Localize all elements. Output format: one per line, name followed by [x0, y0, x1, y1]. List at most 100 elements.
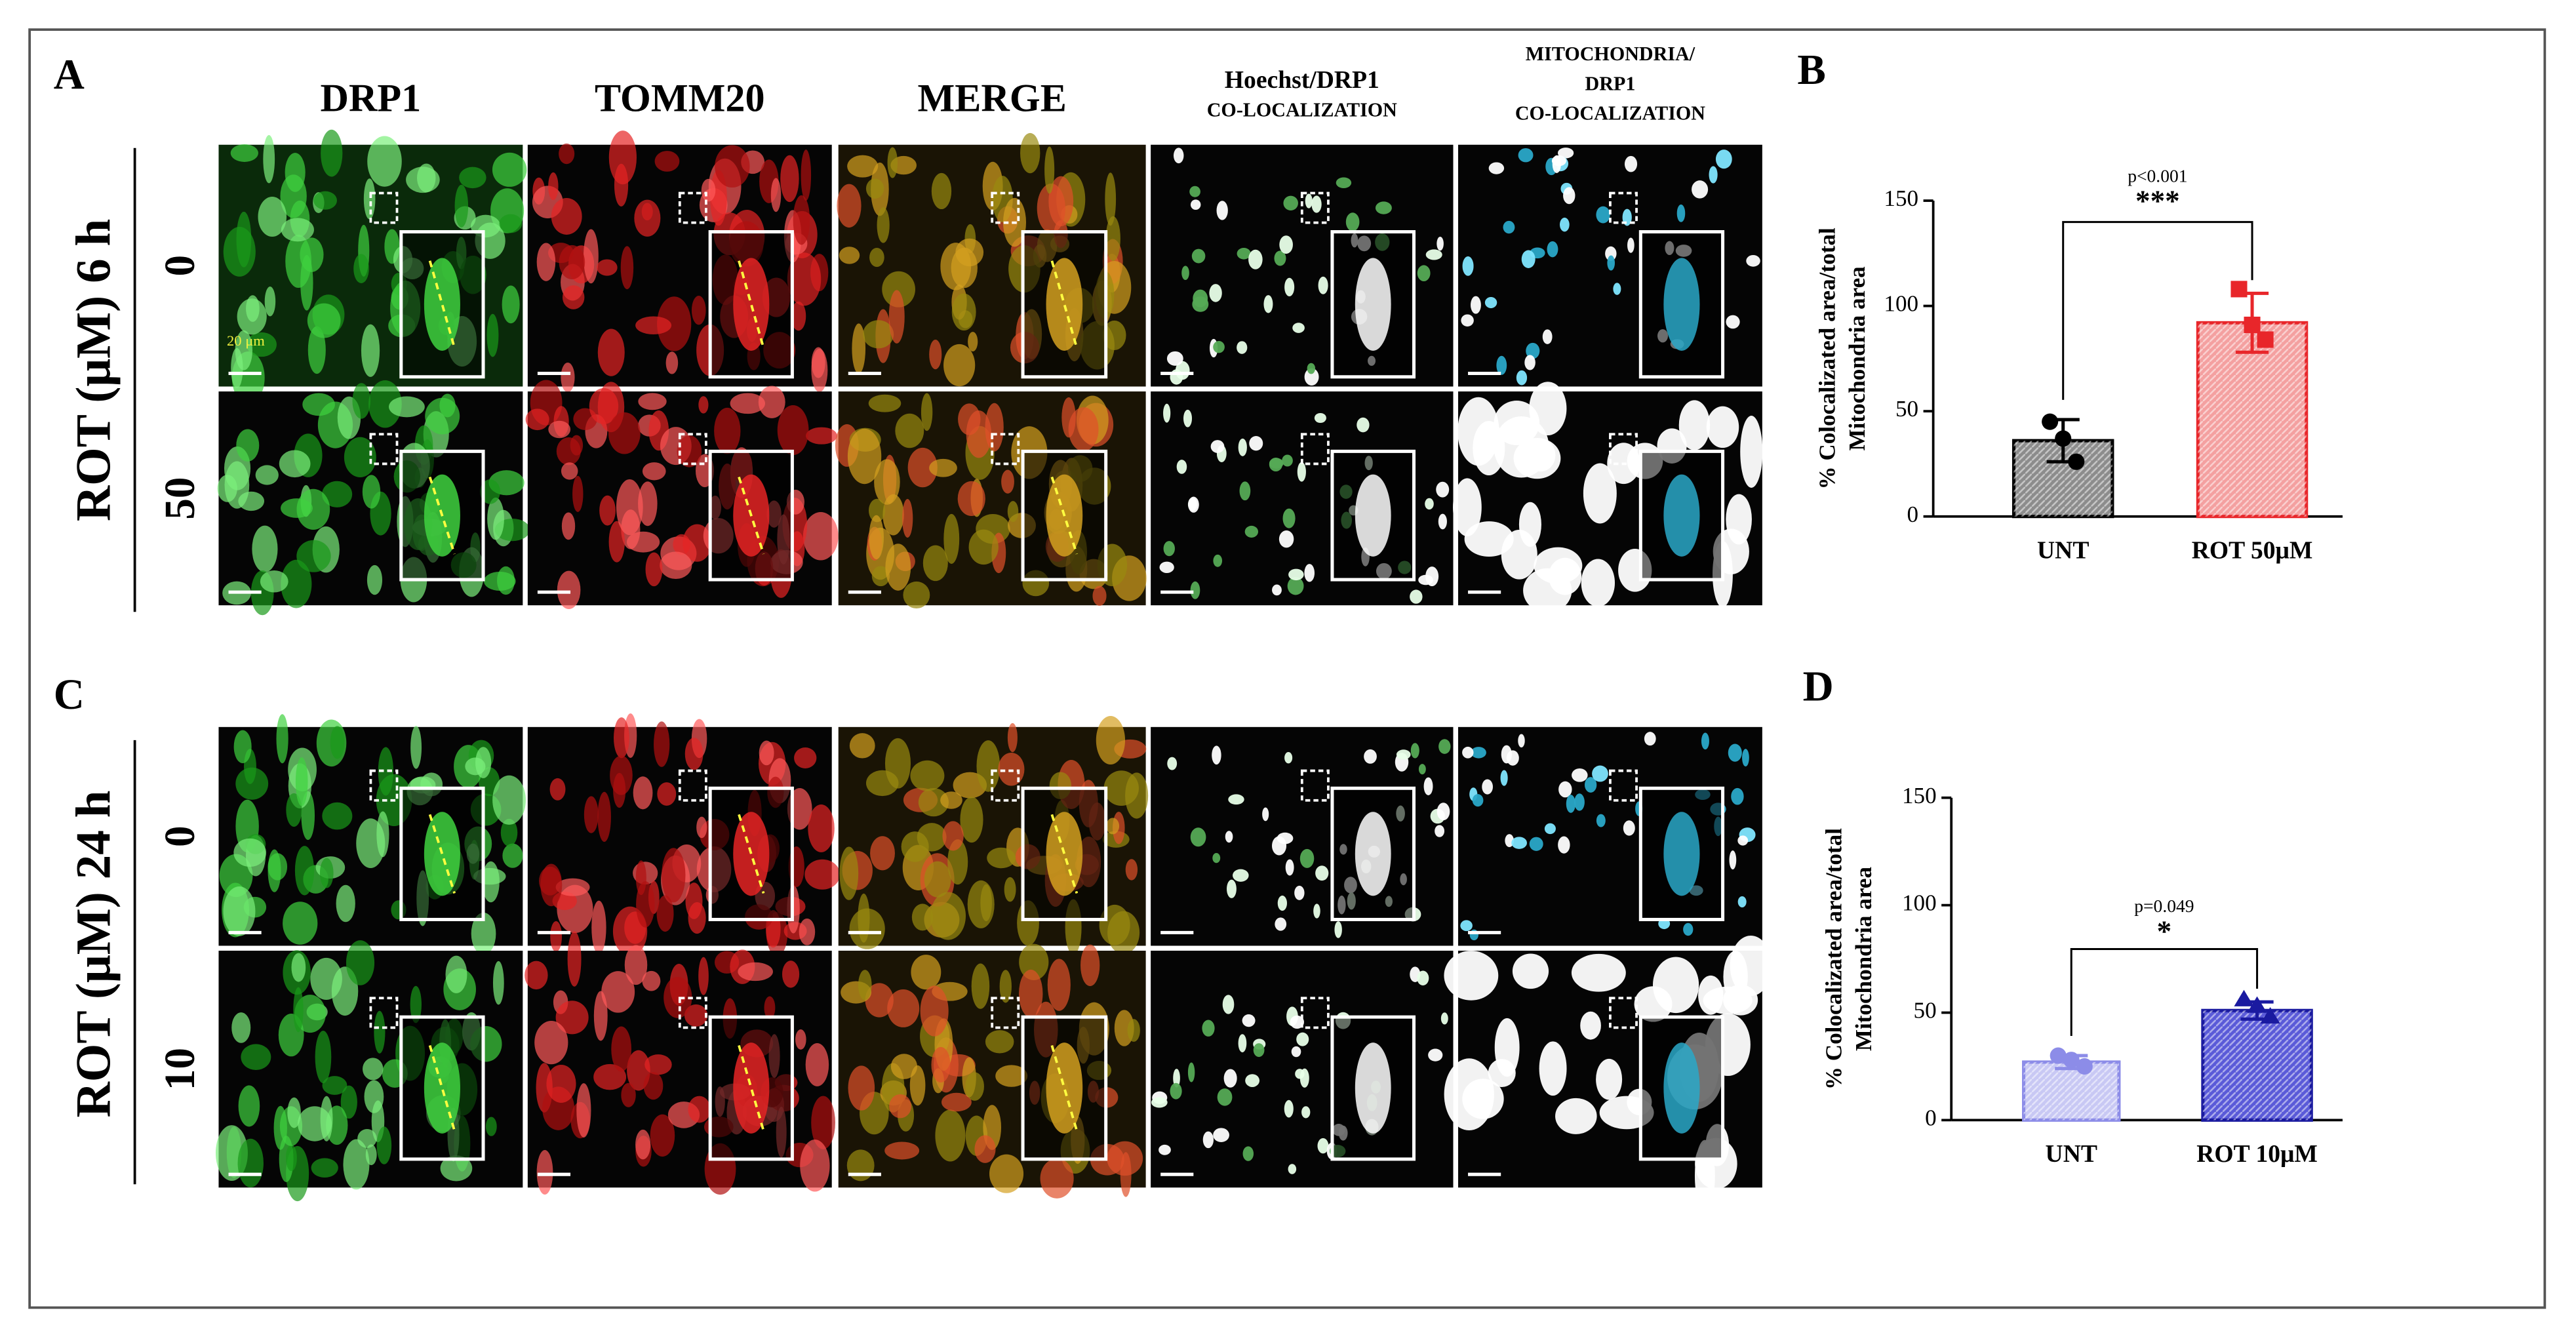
- cell: [1334, 921, 1342, 938]
- cell: [276, 714, 288, 764]
- cell: [738, 962, 773, 982]
- cell: [1418, 764, 1426, 775]
- cell: [445, 955, 467, 993]
- cell: [572, 475, 584, 512]
- cell: [657, 782, 677, 806]
- cell: [657, 296, 692, 351]
- cell: [236, 429, 260, 462]
- cell: [1278, 530, 1294, 548]
- cell: [258, 197, 287, 237]
- cell: [1566, 795, 1575, 813]
- column-header: MITOCHONDRIA/: [1526, 43, 1695, 65]
- cell: [638, 393, 667, 410]
- x-tick-label: ROT 50μM: [2192, 537, 2313, 565]
- cell: [1516, 370, 1528, 386]
- cell: [1472, 794, 1484, 807]
- cell: [1488, 162, 1505, 174]
- cell: [1500, 770, 1508, 786]
- cell: [322, 802, 353, 830]
- cell: [307, 303, 341, 338]
- cell: [238, 1085, 260, 1127]
- cell: [1410, 589, 1423, 604]
- column-header: TOMM20: [595, 76, 765, 120]
- cell: [1167, 757, 1178, 770]
- cell: [562, 285, 585, 309]
- cell: [492, 775, 526, 825]
- cell: [285, 1144, 297, 1172]
- cell: [684, 738, 703, 770]
- cell: [1275, 917, 1287, 931]
- cell: [1494, 416, 1549, 478]
- cell: [223, 227, 256, 277]
- cell: [525, 961, 548, 990]
- cell: [502, 843, 523, 868]
- cell: [811, 1096, 835, 1149]
- cell: [378, 747, 394, 796]
- cell: [929, 339, 942, 370]
- cell: [1471, 747, 1486, 759]
- inset-box: [1638, 1015, 1725, 1161]
- cell: [1461, 314, 1474, 327]
- cell: [584, 796, 599, 833]
- cell: [1212, 745, 1221, 765]
- cell: [525, 408, 549, 431]
- cell: [920, 985, 949, 1037]
- cell: [340, 1085, 357, 1119]
- cell: [546, 1064, 576, 1103]
- cell: [1627, 237, 1635, 253]
- roi-box: [369, 191, 399, 224]
- cell: [940, 791, 962, 809]
- cell: [805, 1043, 829, 1086]
- inset-line: [1050, 814, 1079, 894]
- cell: [1311, 195, 1322, 213]
- cell: [551, 197, 582, 235]
- column-header: CO-LOCALIZATION: [1207, 98, 1397, 121]
- cell: [1287, 577, 1304, 595]
- roi-box: [369, 997, 399, 1029]
- cell: [237, 1138, 264, 1188]
- cell: [1746, 254, 1760, 267]
- cell: [638, 481, 658, 526]
- cell: [903, 581, 930, 609]
- cell: [1304, 564, 1315, 582]
- cell: [1159, 1144, 1171, 1155]
- cell: [1191, 248, 1206, 264]
- inset-cell: [1046, 812, 1083, 896]
- cell: [1596, 1058, 1623, 1100]
- cell: [352, 383, 371, 419]
- cell: [1283, 195, 1298, 211]
- cell: [1539, 1041, 1567, 1096]
- inset-line: [1050, 476, 1079, 555]
- cell: [374, 1010, 386, 1054]
- cell: [252, 525, 278, 572]
- cell: [584, 229, 599, 284]
- cell: [313, 191, 337, 210]
- cell: [540, 863, 563, 907]
- cell: [1103, 770, 1139, 806]
- inset-cell: [1663, 1042, 1700, 1134]
- cell: [764, 996, 776, 1020]
- cell: [1047, 959, 1071, 1011]
- cell: [1227, 879, 1237, 898]
- cell: [1262, 807, 1269, 822]
- cell: [246, 332, 277, 357]
- cell: [1676, 204, 1686, 222]
- cell: [1571, 953, 1626, 992]
- cell: [231, 347, 243, 389]
- cell: [1460, 920, 1473, 932]
- cell: [869, 248, 884, 268]
- cell: [548, 420, 571, 439]
- cell: [1304, 368, 1319, 386]
- cell: [1417, 970, 1429, 986]
- cell: [1494, 1018, 1520, 1077]
- x-tick-label: UNT: [2037, 537, 2089, 565]
- column-header: DRP1: [321, 76, 422, 120]
- cell: [597, 328, 625, 376]
- cell: [1518, 734, 1525, 748]
- cell: [1040, 1158, 1074, 1199]
- cell: [1166, 351, 1183, 366]
- cell: [1417, 265, 1431, 282]
- cell: [1551, 155, 1566, 167]
- inset-box: [1021, 786, 1108, 921]
- cell: [1290, 1015, 1304, 1029]
